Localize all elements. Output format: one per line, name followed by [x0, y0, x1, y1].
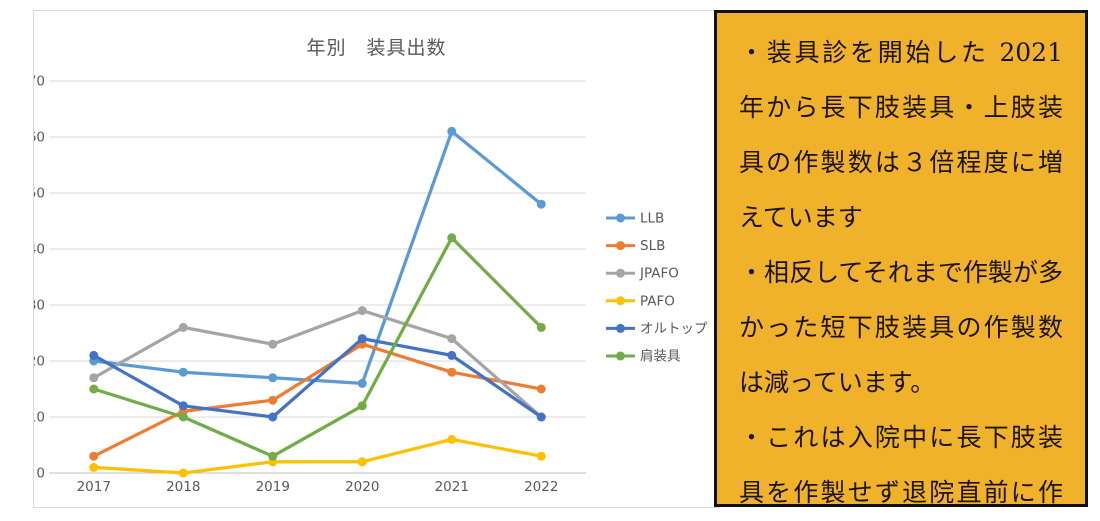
x-tick-label: 2022	[524, 479, 558, 495]
legend-marker-icon-オルトップ	[616, 323, 625, 333]
data-point-PAFO-2017	[89, 462, 99, 472]
series-line-LLB	[92, 129, 543, 386]
legend-label-JPAFO: JPAFO	[639, 266, 679, 282]
data-point-JPAFO-2019	[268, 339, 278, 349]
legend-label-LLB: LLB	[640, 211, 664, 227]
data-point-オルトップ-2021	[447, 350, 457, 360]
data-point-LLB-2020	[357, 378, 367, 388]
legend-marker-icon-SLB	[616, 241, 625, 251]
data-point-PAFO-2021	[447, 434, 457, 444]
data-point-肩装具-2020	[357, 401, 367, 411]
data-point-SLB-2022	[536, 384, 546, 394]
chart-title: 年別 装具出数	[306, 37, 447, 59]
legend-marker-icon-PAFO	[616, 296, 625, 306]
y-tick-label: 50	[34, 186, 45, 202]
legend-marker-icon-LLB	[616, 213, 625, 223]
legend-label-オルトップ: オルトップ	[640, 321, 708, 337]
x-tick-label: 2019	[256, 479, 290, 495]
data-point-SLB-2019	[268, 395, 278, 405]
y-tick-label: 10	[34, 410, 45, 426]
legend-marker-icon-肩装具	[616, 351, 625, 361]
note-bullet-1: ・装具診を開始した 2021 年から長下肢装具・上肢装具の作製数は３倍程度に増え…	[739, 38, 1063, 232]
data-point-オルトップ-2019	[268, 412, 278, 422]
legend-marker-icon-JPAFO	[616, 268, 625, 278]
x-tick-label: 2021	[435, 479, 469, 495]
y-tick-label: 20	[34, 354, 45, 370]
note-bullet-3: ・これは入院中に長下肢装具を作製せず退院直前に作製していた短下肢装具の本数が減っ…	[739, 423, 1063, 507]
data-point-肩装具-2022	[536, 322, 546, 332]
data-point-オルトップ-2022	[536, 412, 546, 422]
chart-panel: 0 10 20 30 40 50 60 70 2017 2018 2019 2020 2021 2022 L…	[33, 10, 720, 508]
y-tick-label: 0	[36, 466, 45, 482]
data-point-JPAFO-2021	[447, 334, 457, 344]
legend-label-SLB: SLB	[640, 238, 665, 254]
data-point-オルトップ-2017	[89, 350, 99, 360]
data-point-LLB-2022	[536, 199, 546, 209]
series-line-肩装具	[92, 236, 543, 458]
series-line-JPAFO	[92, 308, 543, 419]
data-point-SLB-2017	[89, 451, 99, 461]
data-point-LLB-2021	[447, 126, 457, 136]
y-tick-label: 30	[34, 298, 45, 314]
data-point-SLB-2021	[447, 367, 457, 377]
data-point-JPAFO-2017	[89, 373, 99, 383]
y-tick-label: 70	[34, 74, 45, 90]
y-tick-label: 60	[34, 130, 45, 146]
note-bullet-2: ・相反してそれまで作製が多かった短下肢装具の作製数は減っています。	[739, 258, 1063, 397]
line-chart: 0 10 20 30 40 50 60 70 2017 2018 2019 2020 2021 2022 L…	[34, 74, 708, 496]
data-point-肩装具-2018	[178, 412, 188, 422]
x-tick-label: 2020	[345, 479, 379, 495]
series-line-SLB	[92, 342, 543, 458]
data-point-JPAFO-2018	[178, 322, 188, 332]
data-point-PAFO-2022	[536, 451, 546, 461]
x-tick-label: 2018	[166, 479, 200, 495]
data-point-JPAFO-2020	[357, 306, 367, 316]
y-tick-label: 40	[34, 242, 45, 258]
x-tick-label: 2017	[77, 479, 111, 495]
note-box: ・装具診を開始した 2021 年から長下肢装具・上肢装具の作製数は３倍程度に増え…	[714, 10, 1088, 507]
series-line-オルトップ	[92, 336, 543, 419]
data-point-PAFO-2020	[357, 457, 367, 467]
data-point-肩装具-2021	[447, 233, 457, 243]
data-point-LLB-2019	[268, 373, 278, 383]
data-point-オルトップ-2020	[357, 334, 367, 344]
data-point-肩装具-2017	[89, 384, 99, 394]
data-point-肩装具-2019	[268, 451, 278, 461]
series-line-PAFO	[92, 437, 543, 475]
legend-label-PAFO: PAFO	[640, 293, 675, 309]
data-point-オルトップ-2018	[178, 401, 188, 411]
legend-label-肩装具: 肩装具	[640, 349, 681, 365]
data-point-LLB-2018	[178, 367, 188, 377]
data-point-PAFO-2018	[178, 468, 188, 478]
